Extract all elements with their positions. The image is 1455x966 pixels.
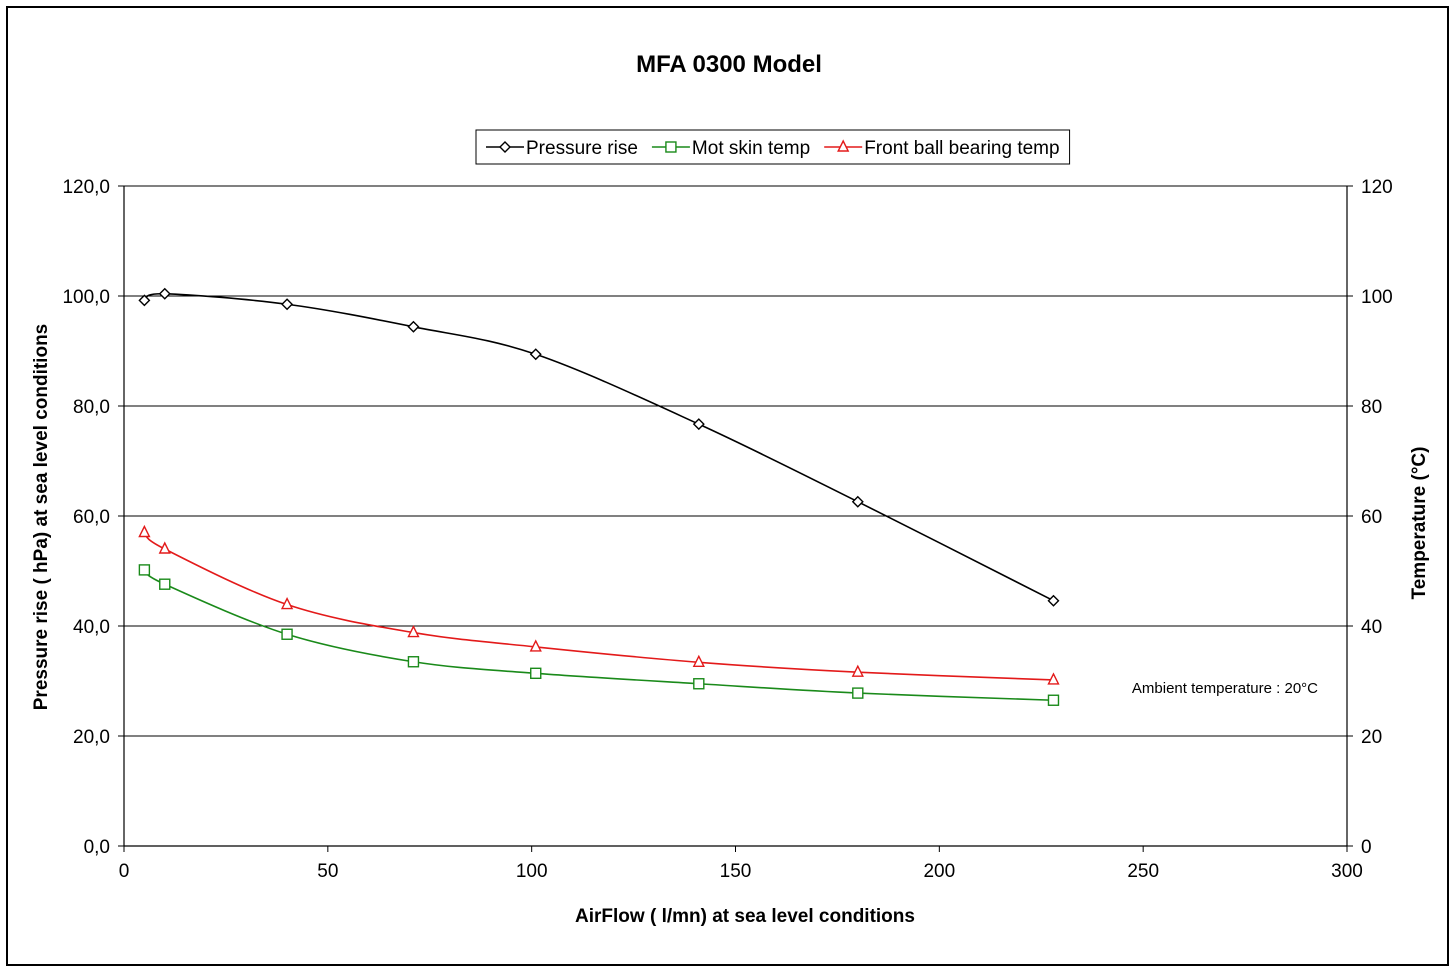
y-tick-label-right: 80 [1361,397,1382,418]
legend: Pressure rise Mot skin temp Front ball bea… [475,129,1071,165]
ambient-temperature-annotation: Ambient temperature : 20°C [1132,680,1318,697]
y-tick-label-right: 40 [1361,617,1382,638]
x-tick-label: 300 [1331,861,1363,882]
data-point-pressure-rise [138,294,151,307]
series-line-front-ball-bearing-temp [143,531,1054,681]
data-point-mot-skin-temp [407,656,420,668]
data-point-front-ball-bearing-temp [1047,672,1060,685]
x-tick-label: 50 [317,861,338,882]
data-point-pressure-rise [1047,594,1060,607]
data-point-pressure-rise [407,320,420,333]
data-point-front-ball-bearing-temp [407,625,420,638]
x-tick-label: 150 [720,861,752,882]
data-point-mot-skin-temp [281,628,293,640]
series-line-mot-skin-temp [143,569,1054,702]
data-point-pressure-rise [158,287,171,300]
tick-labels: 0,0 20,0 40,0 60,0 80,0 100,0 120,0 0 20 40 60 80 10… [62,177,1392,882]
data-point-pressure-rise [529,348,542,361]
data-point-mot-skin-temp [138,564,151,576]
chart-frame [6,6,1449,966]
data-point-front-ball-bearing-temp [280,596,294,610]
y-tick-label-right: 0 [1361,837,1372,858]
data-point-pressure-rise [692,418,705,431]
y-tick-label-right: 20 [1361,727,1382,748]
data-point-mot-skin-temp [159,578,171,590]
legend-label-pressure-rise: Pressure rise [526,138,638,159]
gridlines [124,185,1347,737]
data-point-mot-skin-temp [530,667,542,679]
legend-marker-pressure-rise [499,141,511,153]
y-axis-label-right: Temperature (°C) [1409,447,1430,600]
x-tick-label: 250 [1127,861,1159,882]
y-tick-label-left: 120,0 [62,177,110,198]
y-tick-label-left: 40,0 [73,617,110,638]
series-mot-skin-temp [138,564,1060,706]
y-tick-label-right: 60 [1361,507,1382,528]
data-point-front-ball-bearing-temp [692,654,705,667]
series-pressure-rise [138,287,1060,607]
y-tick-label-left: 100,0 [62,287,110,308]
y-tick-label-right: 120 [1361,177,1393,198]
legend-label-mot-skin-temp: Mot skin temp [692,138,810,159]
series-group [138,287,1060,706]
legend-box [475,129,1071,165]
y-tick-label-left: 80,0 [73,397,110,418]
x-tick-label: 0 [119,861,130,882]
x-tick-label: 100 [516,861,548,882]
legend-marker-mot-skin-temp [665,141,677,153]
data-point-front-ball-bearing-temp [851,664,864,677]
data-point-front-ball-bearing-temp [158,541,171,554]
data-point-front-ball-bearing-temp [529,639,542,652]
x-tick-label: 200 [923,861,955,882]
legend-label-front-ball-bearing-temp: Front ball bearing temp [864,138,1059,159]
data-point-front-ball-bearing-temp [138,524,151,538]
legend-marker-front-ball-bearing-temp [837,139,850,152]
y-tick-label-left: 20,0 [73,727,110,748]
data-point-pressure-rise [851,495,864,508]
chart-title: MFA 0300 Model [636,51,822,78]
data-point-mot-skin-temp [693,678,705,690]
y-tick-label-left: 60,0 [73,507,110,528]
data-point-pressure-rise [281,298,294,311]
axes [118,185,1353,852]
y-tick-label-left: 0,0 [84,837,110,858]
series-front-ball-bearing-temp [138,524,1060,685]
data-point-mot-skin-temp [852,687,864,699]
y-axis-label-left: Pressure rise ( hPa) at sea level condit… [31,324,52,711]
series-line-pressure-rise [143,292,1054,602]
x-axis-label: AirFlow ( l/mn) at sea level conditions [575,906,915,927]
data-point-mot-skin-temp [1047,694,1060,706]
y-tick-label-right: 100 [1361,287,1393,308]
